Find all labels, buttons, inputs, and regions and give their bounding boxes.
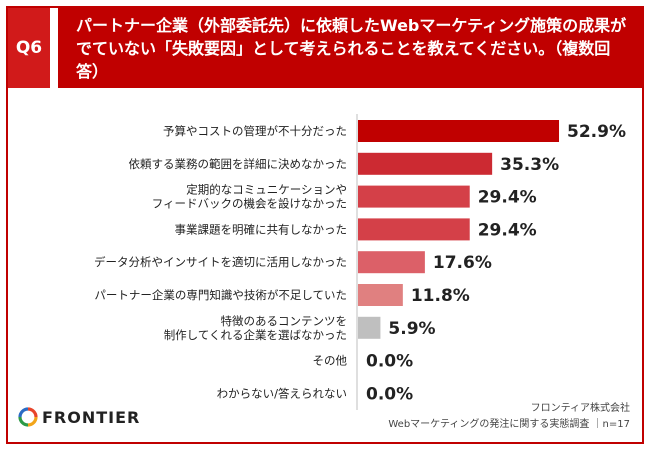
- category-label-3-line-2: フィードバックの機会を設けなかった: [152, 197, 347, 211]
- source-note: フロンティア株式会社 Webマーケティングの発注に関する実態調査 ｜n=17: [388, 401, 630, 433]
- frontier-logo-icon: [18, 407, 38, 427]
- question-text: パートナー企業（外部委託先）に依頼したWebマーケティング施策の成果がでていない…: [50, 8, 642, 88]
- category-label-5: データ分析やインサイトを適切に活用しなかった: [94, 255, 347, 269]
- category-label-6: パートナー企業の専門知識や技術が不足していた: [94, 288, 347, 302]
- value-label-6: 11.8%: [411, 286, 470, 306]
- bar-2: [358, 152, 493, 175]
- category-label-9: わからない/答えられない: [217, 386, 347, 400]
- question-number: Q6: [8, 8, 50, 88]
- value-label-7: 5.9%: [388, 319, 435, 339]
- bar-3: [358, 185, 470, 208]
- category-label-7-line-1: 特徴のあるコンテンツを: [221, 314, 348, 328]
- source-survey: Webマーケティングの発注に関する実態調査 ｜n=17: [388, 419, 630, 430]
- bar-5: [358, 251, 425, 274]
- category-label-4: 事業課題を明確に共有しなかった: [175, 222, 348, 236]
- category-label-8: その他: [313, 354, 348, 368]
- category-label-2: 依頼する業務の範囲を詳細に決めなかった: [129, 157, 348, 171]
- bar-7: [358, 316, 381, 339]
- value-label-3: 29.4%: [478, 188, 537, 208]
- value-label-9: 0.0%: [366, 384, 413, 404]
- category-label-1: 予算やコストの管理が不十分だった: [163, 124, 347, 138]
- chart-frame: Q6 パートナー企業（外部委託先）に依頼したWebマーケティング施策の成果がでて…: [6, 6, 644, 444]
- value-label-4: 29.4%: [478, 220, 537, 240]
- bar-4: [358, 218, 470, 241]
- bar-1: [358, 120, 560, 142]
- category-label-3-line-1: 定期的なコミュニケーションや: [186, 183, 347, 197]
- frontier-logo: FRONTIER: [18, 407, 140, 427]
- value-label-1: 52.9%: [567, 122, 626, 142]
- category-label-7-line-2: 制作してくれる企業を選ばなかった: [164, 328, 347, 342]
- logo-text: FRONTIER: [42, 407, 141, 427]
- value-label-5: 17.6%: [433, 253, 492, 273]
- source-company: フロンティア株式会社: [530, 403, 630, 414]
- value-label-8: 0.0%: [366, 352, 413, 372]
- bar-6: [358, 284, 403, 306]
- question-header: Q6 パートナー企業（外部委託先）に依頼したWebマーケティング施策の成果がでて…: [8, 8, 642, 88]
- value-label-2: 35.3%: [500, 155, 559, 175]
